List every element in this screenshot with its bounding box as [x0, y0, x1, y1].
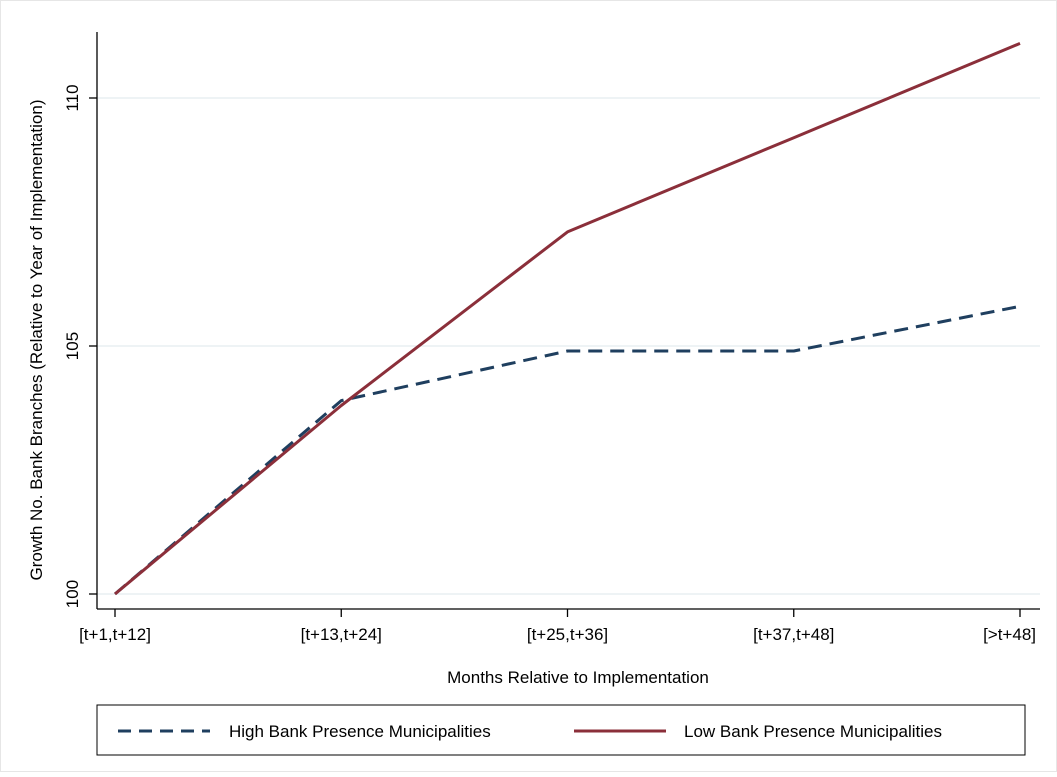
- x-tick-label: [>t+48]: [983, 625, 1036, 644]
- y-tick-label: 110: [63, 84, 82, 111]
- x-tick-label: [t+13,t+24]: [301, 625, 382, 644]
- x-tick-label: [t+37,t+48]: [753, 625, 834, 644]
- y-axis-title: Growth No. Bank Branches (Relative to Ye…: [27, 100, 46, 581]
- x-tick-label: [t+1,t+12]: [79, 625, 151, 644]
- x-tick-label: [t+25,t+36]: [527, 625, 608, 644]
- legend: High Bank Presence Municipalities Low Ba…: [97, 705, 1025, 755]
- y-tick-label: 100: [63, 580, 82, 608]
- legend-label-low: Low Bank Presence Municipalities: [684, 722, 942, 741]
- y-tick-label: 105: [63, 332, 82, 360]
- x-axis-title: Months Relative to Implementation: [447, 668, 709, 687]
- legend-label-high: High Bank Presence Municipalities: [229, 722, 491, 741]
